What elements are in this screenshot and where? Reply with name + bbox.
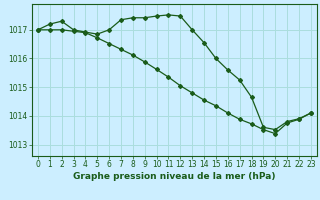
X-axis label: Graphe pression niveau de la mer (hPa): Graphe pression niveau de la mer (hPa) xyxy=(73,172,276,181)
